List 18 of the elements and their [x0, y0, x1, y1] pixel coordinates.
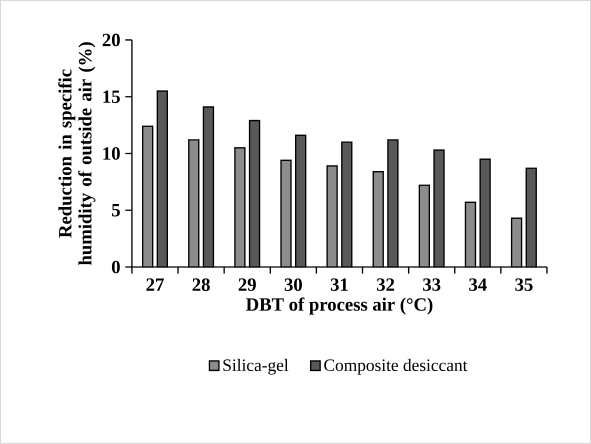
legend-label: Silica-gel [223, 358, 288, 375]
x-tick-label: 33 [423, 278, 440, 291]
x-tick-label: 27 [146, 278, 164, 291]
legend-label: Composite desiccant [324, 358, 468, 375]
x-tick-label: 29 [238, 278, 256, 291]
y-tick-label: 15 [103, 90, 120, 103]
y-tick-label: 0 [112, 260, 120, 274]
y-axis-title: Reduction in specific humidity of outside air (%) [58, 42, 96, 266]
y-tick-label: 20 [102, 34, 120, 46]
y-tick-label: 5 [112, 204, 120, 216]
x-tick-label: 34 [469, 278, 487, 291]
y-tick-label: 10 [103, 147, 120, 160]
x-axis-title: DBT of process air (°C) [246, 297, 432, 315]
x-tick-label: 28 [192, 278, 210, 291]
x-tick-label: 31 [330, 278, 348, 291]
x-tick-label: 32 [376, 278, 394, 291]
x-tick-label: 35 [515, 278, 533, 291]
x-tick-label: 30 [284, 278, 302, 291]
